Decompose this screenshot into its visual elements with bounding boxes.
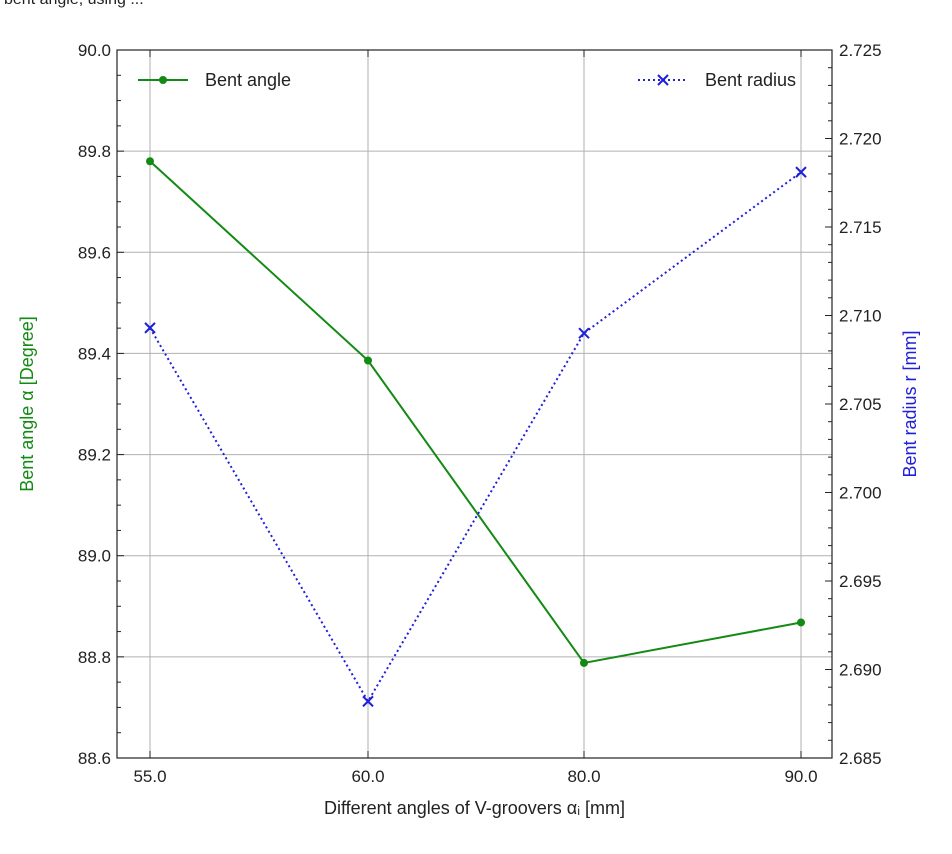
y2-tick-label: 2.705 [839,395,882,414]
left-y-tick-labels: 88.6 88.8 89.0 89.2 89.4 89.6 89.8 90.0 [78,41,111,768]
y2-tick-label: 2.695 [839,572,882,591]
bent-radius-point [578,327,590,339]
x-tick-label: 55.0 [133,767,166,786]
bent-radius-line [149,171,802,704]
legend-bent-angle-marker [159,76,167,84]
y-tick-label: 90.0 [78,41,111,60]
x-tick-label: 90.0 [784,767,817,786]
plot-frame [116,49,833,759]
y-tick-label: 88.6 [78,749,111,768]
legend-bent-angle-label: Bent angle [205,70,291,90]
x-tick-label: 60.0 [351,767,384,786]
y-tick-label: 89.8 [78,142,111,161]
legend-bent-radius: Bent radius [638,70,796,90]
cropped-header-text: bent angle, using ... [4,0,144,9]
x-axis-title: Different angles of V-groovers αᵢ [mm] [324,798,625,818]
y-tick-label: 89.6 [78,243,111,262]
bent-radius-point-stroke [144,322,156,334]
legend-bent-radius-label: Bent radius [705,70,796,90]
y2-tick-label: 2.720 [839,130,882,149]
right-y-axis-title: Bent radius r [mm] [900,330,920,477]
x-tick-label: 80.0 [567,767,600,786]
y-tick-label: 89.0 [78,547,111,566]
y2-tick-label: 2.715 [839,218,882,237]
y-tick-label: 88.8 [78,648,111,667]
x-tick-labels: 55.0 60.0 80.0 90.0 [133,767,817,786]
bent-radius-point [795,166,807,178]
series-layer [144,157,807,708]
y2-tick-label: 2.700 [839,484,882,503]
legend-bent-angle: Bent angle [138,70,291,90]
bent-angle-point [146,157,154,166]
bent-angle-point [797,618,805,627]
axis-ticks [117,49,832,759]
bent-angle-point [364,356,372,365]
legend-bent-radius-marker [657,74,669,86]
left-y-axis-title: Bent angle α [Degree] [17,316,37,492]
bent-angle-point [580,658,588,667]
y2-tick-label: 2.690 [839,661,882,680]
legend-x-stroke [657,74,669,86]
y2-tick-label: 2.725 [839,41,882,60]
bent-radius-point [144,322,156,334]
bent-radius-point-stroke [795,166,807,178]
bent-radius-point [362,695,374,708]
y2-tick-label: 2.710 [839,307,882,326]
bent-angle-line [149,160,802,665]
bent-radius-point-stroke [578,327,590,339]
y2-tick-label: 2.685 [839,749,882,768]
y-tick-label: 89.2 [78,446,111,465]
bent-radius-point-stroke [362,695,374,708]
grid-lines [117,50,832,758]
right-y-tick-labels: 2.685 2.690 2.695 2.700 2.705 2.710 2.71… [839,41,882,768]
y-tick-label: 89.4 [78,344,111,363]
